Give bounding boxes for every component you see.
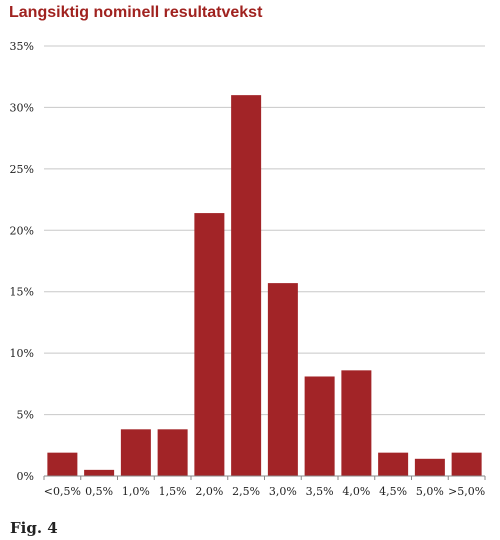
y-tick-label: 0% bbox=[17, 470, 34, 483]
x-tick-label: 1,5% bbox=[159, 485, 187, 498]
y-tick-label: 10% bbox=[10, 347, 34, 360]
bar bbox=[451, 452, 482, 476]
x-tick-label: 5,0% bbox=[416, 485, 444, 498]
bar bbox=[304, 376, 335, 476]
bars bbox=[47, 95, 482, 477]
x-tick-label: 2,5% bbox=[232, 485, 260, 498]
gridlines bbox=[44, 45, 485, 416]
y-tick-label: 5% bbox=[17, 409, 34, 422]
bar bbox=[84, 469, 115, 476]
x-axis-tick-labels: <0,5% 0,5% 1,0% 1,5% 2,0% 2,5% 3,0% 3,5% 4,0% 4,5… bbox=[44, 485, 485, 498]
x-tick-label: >5,0% bbox=[448, 485, 485, 498]
bar bbox=[341, 370, 372, 476]
y-axis-tick-labels: 0% 5% 10% 15% 20% 25% 30% 35% bbox=[10, 40, 34, 483]
y-tick-label: 35% bbox=[10, 40, 34, 53]
y-tick-label: 15% bbox=[10, 286, 34, 299]
bar bbox=[267, 283, 298, 476]
bar bbox=[414, 458, 445, 476]
bar bbox=[378, 452, 409, 476]
x-tick-label: 4,0% bbox=[342, 485, 370, 498]
x-tick-label: 4,5% bbox=[379, 485, 407, 498]
chart-title: Langsiktig nominell resultatvekst bbox=[9, 4, 263, 21]
y-tick-label: 20% bbox=[10, 224, 34, 237]
x-axis bbox=[43, 475, 486, 480]
bar bbox=[47, 452, 78, 476]
bar bbox=[120, 429, 151, 476]
bar bbox=[157, 429, 188, 476]
bar bbox=[231, 95, 262, 477]
x-tick-label: 0,5% bbox=[85, 485, 113, 498]
y-tick-label: 25% bbox=[10, 163, 34, 176]
x-tick-label: 1,0% bbox=[122, 485, 150, 498]
y-tick-label: 30% bbox=[10, 101, 34, 114]
x-tick-label: 3,0% bbox=[269, 485, 297, 498]
x-tick-label: <0,5% bbox=[44, 485, 81, 498]
x-tick-label: 2,0% bbox=[195, 485, 223, 498]
figure-label: Fig. 4 bbox=[10, 519, 58, 537]
x-tick-label: 3,5% bbox=[306, 485, 334, 498]
bar bbox=[194, 213, 225, 477]
